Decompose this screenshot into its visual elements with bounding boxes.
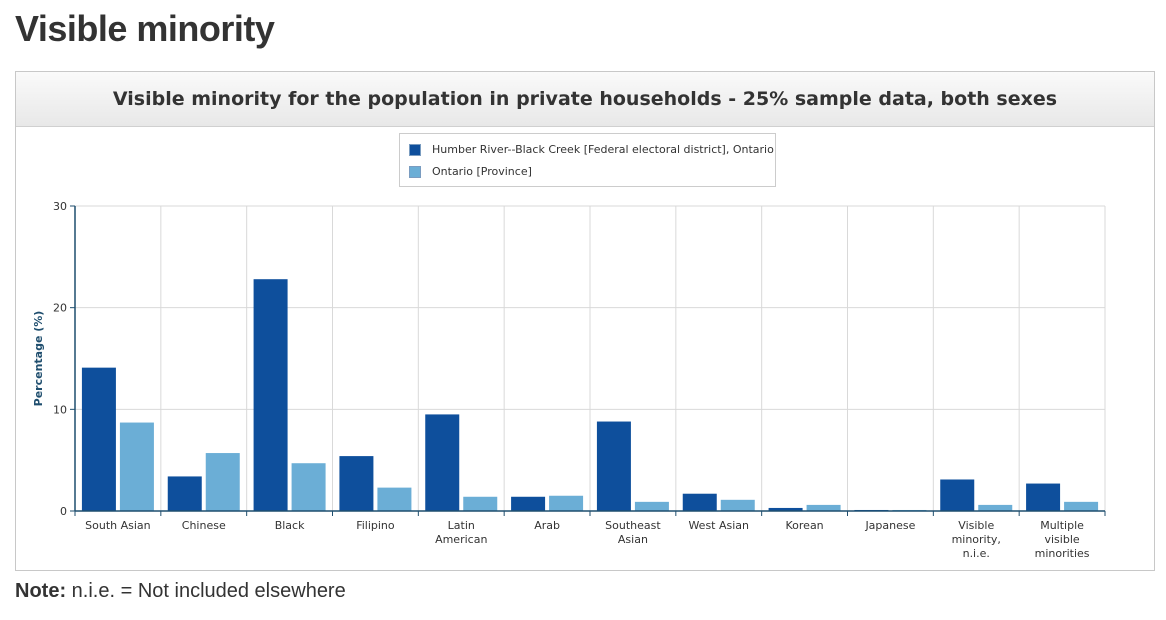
x-tick-label-line: minority, <box>952 533 1001 546</box>
bar-series-1 <box>253 279 288 511</box>
legend-label-series-1: Humber River--Black Creek [Federal elect… <box>432 143 774 156</box>
x-tick-label-line: Japanese <box>864 519 915 532</box>
x-tick-label: Arab <box>534 519 560 532</box>
x-tick-label-line: West Asian <box>688 519 749 532</box>
chart-title: Visible minority for the population in p… <box>112 88 1058 110</box>
bar-series-2 <box>119 422 154 511</box>
bar-series-2 <box>549 495 584 511</box>
footnote-label: Note: <box>15 580 67 602</box>
x-tick-label: Korean <box>786 519 824 532</box>
x-tick-label-line: Latin <box>448 519 475 532</box>
x-tick-label: Filipino <box>356 519 395 532</box>
x-tick-label: Multiple visible minorities <box>1035 519 1090 560</box>
footnote: Note: n.i.e. = Not included elsewhere <box>15 580 346 603</box>
y-tick-label: 30 <box>53 200 67 213</box>
x-tick-label: South Asian <box>85 519 151 532</box>
x-tick-label-line: Chinese <box>182 519 226 532</box>
footnote-text: n.i.e. = Not included elsewhere <box>66 580 346 602</box>
bar-series-1 <box>81 367 116 511</box>
y-tick-label: 0 <box>60 505 67 518</box>
legend-item-series-1[interactable]: Humber River--Black Creek [Federal elect… <box>409 143 774 156</box>
y-tick-label: 20 <box>53 302 67 315</box>
legend: Humber River--Black Creek [Federal elect… <box>399 133 776 187</box>
legend-swatch-series-2 <box>409 165 421 178</box>
x-tick-label-line: Asian <box>618 533 648 546</box>
bar-series-1 <box>596 421 631 511</box>
x-tick-label: West Asian <box>688 519 749 532</box>
y-axis-label: Percentage (%) <box>32 311 45 407</box>
x-tick-label: Southeast Asian <box>605 519 661 546</box>
bar-chart: 0 10 20 30 South Asian Chinese Black Filipino La… <box>32 200 1106 560</box>
x-tick-label: Latin American <box>435 519 487 546</box>
x-tick-label: Chinese <box>182 519 226 532</box>
x-tick-label-line: Black <box>275 519 305 532</box>
bar-series-1 <box>1026 483 1061 511</box>
bar-series-1 <box>768 507 803 511</box>
x-tick-label-line: Visible <box>958 519 994 532</box>
bar-series-2 <box>291 463 326 511</box>
x-tick-label-line: Multiple <box>1040 519 1084 532</box>
legend-item-series-2[interactable]: Ontario [Province] <box>409 165 532 178</box>
x-tick-label-line: South Asian <box>85 519 151 532</box>
bar-series-2 <box>978 504 1013 511</box>
x-tick-label-line: visible <box>1044 533 1079 546</box>
bar-series-1 <box>511 496 546 511</box>
y-tick-label: 10 <box>53 403 67 416</box>
bar-series-2 <box>720 499 755 511</box>
x-tick-label-line: Arab <box>534 519 560 532</box>
bar-series-2 <box>377 487 412 511</box>
x-tick-label-line: Southeast <box>605 519 661 532</box>
bar-series-2 <box>806 504 841 511</box>
bar-series-2 <box>205 453 240 511</box>
bar-series-1 <box>425 414 460 511</box>
bar-series-2 <box>1064 501 1099 511</box>
legend-label-series-2: Ontario [Province] <box>432 165 532 178</box>
x-tick-label: Black <box>275 519 305 532</box>
x-tick-label-line: n.i.e. <box>963 547 990 560</box>
bar-series-1 <box>940 479 975 511</box>
chart-header: Visible minority for the population in p… <box>16 72 1154 127</box>
x-tick-label: Japanese <box>864 519 915 532</box>
legend-swatch-series-1 <box>409 143 421 156</box>
x-tick-label-line: American <box>435 533 487 546</box>
bar-series-1 <box>167 476 202 511</box>
x-tick-label-line: Filipino <box>356 519 395 532</box>
bar-series-1 <box>682 493 717 511</box>
bar-series-2 <box>634 501 669 511</box>
x-tick-label: Visible minority, n.i.e. <box>952 519 1001 560</box>
page-title: Visible minority <box>15 8 275 49</box>
x-tick-label-line: Korean <box>786 519 824 532</box>
bar-series-1 <box>339 456 374 511</box>
x-tick-label-line: minorities <box>1035 547 1090 560</box>
chart-panel: Visible minority for the population in p… <box>15 71 1155 571</box>
bar-series-2 <box>463 496 498 511</box>
